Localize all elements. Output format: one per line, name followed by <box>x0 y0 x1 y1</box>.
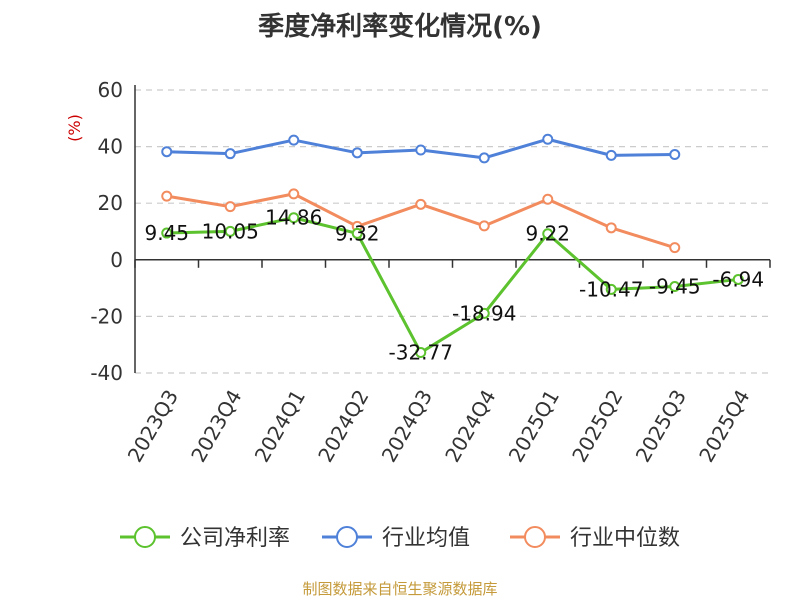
data-point <box>542 133 554 145</box>
data-point <box>288 134 300 146</box>
x-tick-label: 2024Q2 <box>313 386 373 467</box>
data-point <box>288 212 300 224</box>
data-point <box>605 222 617 234</box>
data-point <box>669 149 681 161</box>
legend-marker <box>524 526 546 548</box>
y-tick-label: -40 <box>90 361 123 385</box>
x-tick-label: 2024Q4 <box>440 386 500 467</box>
x-tick-label: 2025Q4 <box>694 386 754 467</box>
data-point <box>288 188 300 200</box>
legend-marker <box>336 526 358 548</box>
y-tick-label: 20 <box>98 191 123 215</box>
data-point <box>224 225 236 237</box>
data-label: 9.45 <box>144 221 189 245</box>
x-tick-label: 2024Q3 <box>377 386 437 467</box>
data-point <box>351 227 363 239</box>
data-label: -6.94 <box>712 267 764 291</box>
x-tick-label: 2025Q1 <box>504 386 564 467</box>
y-tick-label: 0 <box>110 248 123 272</box>
data-label: 9.22 <box>525 222 570 246</box>
data-point <box>224 148 236 160</box>
data-point <box>224 201 236 213</box>
x-tick-label: 2025Q2 <box>567 386 627 467</box>
x-tick-label: 2023Q4 <box>186 386 246 467</box>
data-point <box>732 273 744 285</box>
data-point <box>415 347 427 359</box>
y-axis-label: (%) <box>65 114 84 142</box>
data-point <box>669 242 681 254</box>
data-label: -9.45 <box>649 275 701 299</box>
chart-title: 季度净利率变化情况(%) <box>258 12 542 42</box>
x-tick-label: 2023Q3 <box>123 386 183 467</box>
data-point <box>478 152 490 164</box>
data-point <box>415 144 427 156</box>
x-tick-label: 2025Q3 <box>631 386 691 467</box>
data-point <box>478 220 490 232</box>
data-point <box>161 227 173 239</box>
legend-marker <box>134 526 156 548</box>
y-tick-label: 60 <box>98 78 123 102</box>
x-tick-label: 2024Q1 <box>250 386 310 467</box>
data-point <box>415 198 427 210</box>
data-point <box>542 228 554 240</box>
y-tick-label: -20 <box>90 304 123 328</box>
series-line <box>166 216 739 355</box>
data-point <box>605 283 617 295</box>
data-point <box>161 146 173 158</box>
data-label: -10.47 <box>579 277 643 301</box>
legend-label: 行业中位数 <box>570 526 680 551</box>
data-label: 14.86 <box>265 206 322 230</box>
data-point <box>161 190 173 202</box>
data-point <box>478 307 490 319</box>
legend-label: 公司净利率 <box>180 526 290 551</box>
data-point <box>542 193 554 205</box>
legend-label: 行业均值 <box>382 526 470 551</box>
data-point <box>669 281 681 293</box>
data-label: -18.94 <box>452 301 516 325</box>
data-label: 10.05 <box>202 219 259 243</box>
y-tick-label: 40 <box>98 135 123 159</box>
data-point <box>351 147 363 159</box>
data-label: -32.77 <box>389 341 453 365</box>
data-source-note: 制图数据来自恒生聚源数据库 <box>302 580 498 598</box>
data-point <box>605 149 617 161</box>
data-label: 9.32 <box>335 221 380 245</box>
